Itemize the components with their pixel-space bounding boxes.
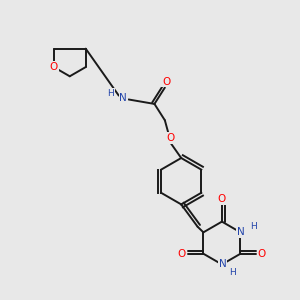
Text: O: O: [167, 133, 175, 143]
Text: H: H: [250, 222, 257, 231]
Text: N: N: [219, 260, 226, 269]
Text: O: O: [162, 76, 170, 87]
Text: H: H: [107, 89, 114, 98]
Text: O: O: [258, 249, 266, 259]
Text: N: N: [237, 227, 245, 237]
Text: H: H: [229, 268, 236, 277]
Text: O: O: [218, 194, 226, 204]
Text: N: N: [119, 93, 127, 103]
Text: O: O: [50, 62, 58, 72]
Text: O: O: [178, 249, 186, 259]
